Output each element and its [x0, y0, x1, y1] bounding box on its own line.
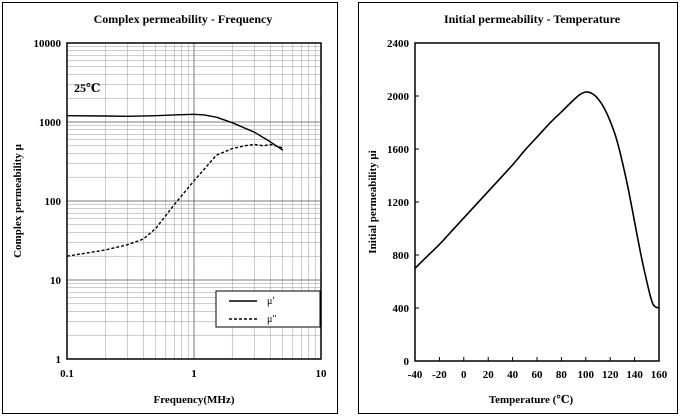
x-tick-label: 0.1	[60, 368, 74, 380]
x-tick-label: 80	[556, 369, 568, 381]
y-tick-labels: 1 10 100 1000 10000	[34, 38, 62, 366]
y-tick-label: 800	[393, 250, 410, 262]
permeability-frequency-chart: Complex permeability - Frequency 0.1 1 10 …	[12, 12, 327, 406]
y-tick-label: 0	[404, 356, 410, 368]
permeability-frequency-panel: Complex permeability - Frequency 0.1 1 10 …	[2, 2, 338, 414]
plot-frame	[66, 42, 322, 360]
x-tick-label: 60	[532, 369, 544, 381]
y-tick-label: 10000	[34, 38, 62, 50]
y-tick-label: 2000	[387, 91, 410, 103]
x-tick-label: 120	[602, 369, 619, 381]
x-tick-label: 1	[191, 368, 197, 380]
y-tick-label: 2400	[387, 38, 410, 50]
y-tick-label: 400	[393, 303, 410, 315]
permeability-temperature-chart: Initial permeability - Temperature -40 -2…	[367, 12, 668, 406]
chart-series	[66, 113, 284, 257]
x-tick-label: 10	[316, 368, 328, 380]
series-line-mu-i	[414, 91, 660, 309]
y-tick-label: 100	[45, 196, 62, 208]
legend-label-mu-imag: μ″	[267, 314, 277, 325]
plot-frame	[414, 42, 660, 362]
x-tick-label: -40	[408, 369, 423, 381]
series-line-dashed	[66, 143, 283, 257]
y-tick-label: 10	[50, 275, 62, 287]
y-tick-label: 1000	[39, 117, 62, 129]
y-tick-label: 1	[56, 354, 62, 366]
chart-series	[414, 91, 660, 309]
legend: μ′ μ″	[215, 290, 321, 328]
x-tick-label: 140	[626, 369, 643, 381]
x-tick-label: 160	[651, 369, 668, 381]
permeability-temperature-panel: Initial permeability - Temperature -40 -2…	[358, 2, 678, 414]
y-axis-label: Initial permeability μi	[367, 150, 379, 253]
x-tick-label: 40	[507, 369, 518, 381]
y-axis-label: Complex permeability μ	[12, 143, 24, 258]
legend-label-mu-real: μ′	[267, 296, 275, 307]
x-tick-label: 100	[578, 369, 595, 381]
series-line-solid	[66, 113, 284, 151]
x-tick-labels: 0.1 1 10	[60, 368, 327, 380]
x-tick-label: -20	[432, 369, 447, 381]
x-axis-label: Temperature (℃)	[489, 394, 574, 406]
y-tick-label: 1200	[387, 197, 410, 209]
y-tick-labels: 0 400 800 1200 1600 2000 2400	[387, 38, 419, 368]
x-tick-label: 20	[483, 369, 495, 381]
chart-title: Initial permeability - Temperature	[444, 12, 621, 26]
chart-title: Complex permeability - Frequency	[94, 12, 273, 26]
temperature-annotation: 25℃	[74, 81, 100, 95]
y-tick-label: 1600	[387, 144, 410, 156]
x-tick-label: 0	[461, 369, 467, 381]
x-tick-labels: -40 -20 0 20 40 60 80 100 120 140 160	[408, 357, 668, 381]
x-axis-label: Frequency(MHz)	[153, 394, 234, 406]
